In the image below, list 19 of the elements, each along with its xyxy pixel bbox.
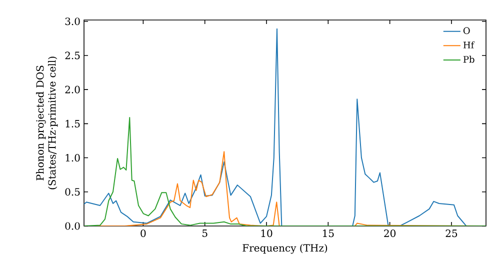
legend-label: Pb — [463, 56, 474, 63]
x-tick-label: 25 — [446, 230, 458, 238]
x-tick-label: 10 — [261, 230, 272, 238]
y-tick-label: 0.0 — [65, 222, 80, 230]
x-tick-label: 15 — [323, 230, 334, 238]
y-tick-label: 1.5 — [66, 120, 80, 128]
line-series — [84, 117, 486, 226]
y-axis-title: Phonon projected DOS (States/THz·primitive cell) — [36, 56, 58, 190]
y-tick-label: 1.0 — [66, 154, 80, 162]
x-axis-title: Frequency (THz) — [242, 244, 328, 254]
x-tick-label: 5 — [202, 230, 208, 237]
y-tick-label: 0.5 — [65, 188, 80, 196]
legend-label: Hf — [463, 41, 475, 48]
legend-label: O — [463, 27, 470, 34]
x-tick-label: 20 — [384, 230, 396, 238]
x-tick-label: 0 — [140, 230, 146, 238]
y-tick-label: 2.5 — [65, 52, 80, 60]
y-tick-label: 3.0 — [65, 18, 80, 26]
y-tick-label: 2.0 — [65, 86, 80, 94]
